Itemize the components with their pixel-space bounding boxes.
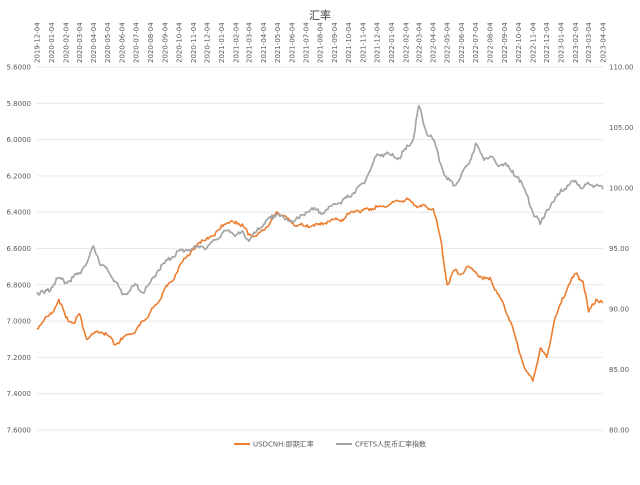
left-tick-label: 5.6000 [7,64,32,72]
x-tick-label: 2020-05-04 [104,22,112,63]
right-tick-label: 105.00 [609,124,634,132]
x-tick-label: 2022-04-04 [430,22,438,63]
right-tick-label: 80.00 [609,427,629,435]
x-tick-label: 2022-12-04 [543,22,551,63]
x-tick-label: 2020-09-04 [161,22,169,63]
left-tick-label: 6.6000 [7,245,32,253]
x-tick-label: 2020-04-04 [90,22,98,63]
left-tick-label: 6.8000 [7,281,32,289]
x-tick-label: 2022-11-04 [529,22,537,63]
chart-title: 汇率 [309,8,331,22]
legend: USDCNH:即期汇率 CFETS人民币汇率指数 [234,440,426,449]
x-axis-tick-labels: 2019-12-04 2020-01-04 2020-02-04 2020-03-04… [34,22,608,63]
x-tick-label: 2023-01-04 [558,22,566,63]
x-tick-label: 2021-08-04 [317,22,325,63]
usdcnh-series-line [36,197,604,382]
right-tick-label: 95.00 [609,245,629,253]
x-tick-label: 2021-03-04 [246,22,254,63]
left-tick-label: 7.2000 [7,354,32,362]
x-tick-label: 2023-04-04 [600,22,608,63]
x-tick-label: 2022-01-04 [388,22,396,63]
x-tick-label: 2020-06-04 [119,22,127,63]
right-tick-label: 110.00 [609,64,634,72]
legend-usdcnh-label: USDCNH:即期汇率 [253,440,314,449]
left-tick-label: 5.8000 [7,100,32,108]
x-tick-label: 2022-05-04 [444,22,452,63]
left-axis-tick-labels: 5.6000 5.8000 6.0000 6.2000 6.4000 6.6000 6.80… [7,64,32,435]
x-tick-label: 2020-07-04 [133,22,141,63]
x-tick-label: 2021-05-04 [274,22,282,63]
x-tick-label: 2019-12-04 [34,22,42,63]
x-tick-label: 2020-03-04 [76,22,84,63]
x-tick-label: 2023-02-04 [572,22,580,63]
x-tick-label: 2022-06-04 [458,22,466,63]
x-tick-label: 2022-07-04 [472,22,480,63]
x-tick-label: 2021-12-04 [373,22,381,63]
x-tick-label: 2022-10-04 [515,22,523,63]
left-tick-label: 7.4000 [7,390,32,398]
right-axis-tick-labels: 80.00 85.00 90.00 95.00 100.00 105.00 110.00 [609,64,634,435]
left-tick-label: 6.2000 [7,172,32,180]
left-tick-label: 6.4000 [7,209,32,217]
x-tick-label: 2023-03-04 [585,22,593,63]
x-tick-label: 2021-02-04 [233,22,241,63]
x-tick-label: 2020-08-04 [147,22,155,63]
x-tick-label: 2021-07-04 [302,22,310,63]
right-tick-label: 85.00 [609,366,629,374]
x-tick-label: 2020-02-04 [62,22,70,63]
x-tick-label: 2021-11-04 [360,22,368,63]
x-tick-label: 2022-03-04 [415,22,423,63]
legend-cfets-label: CFETS人民币汇率指数 [355,440,426,449]
x-tick-label: 2020-12-04 [204,22,212,63]
left-tick-label: 7.0000 [7,318,32,326]
x-tick-label: 2022-08-04 [486,22,494,63]
x-tick-label: 2021-04-04 [260,22,268,63]
left-tick-label: 7.6000 [7,427,32,435]
x-tick-label: 2020-01-04 [48,22,56,63]
right-tick-label: 100.00 [609,185,634,193]
left-tick-label: 6.0000 [7,136,32,144]
x-tick-label: 2022-02-04 [402,22,410,63]
cfets-index-series-line [36,104,604,296]
right-tick-label: 90.00 [609,306,629,314]
x-tick-label: 2021-09-04 [331,22,339,63]
series-lines [36,104,604,382]
x-tick-label: 2021-06-04 [288,22,296,63]
x-tick-label: 2020-11-04 [190,22,198,63]
x-tick-label: 2021-01-04 [218,22,226,63]
x-tick-label: 2021-10-04 [345,22,353,63]
x-tick-label: 2022-09-04 [501,22,509,63]
x-tick-label: 2020-10-04 [175,22,183,63]
